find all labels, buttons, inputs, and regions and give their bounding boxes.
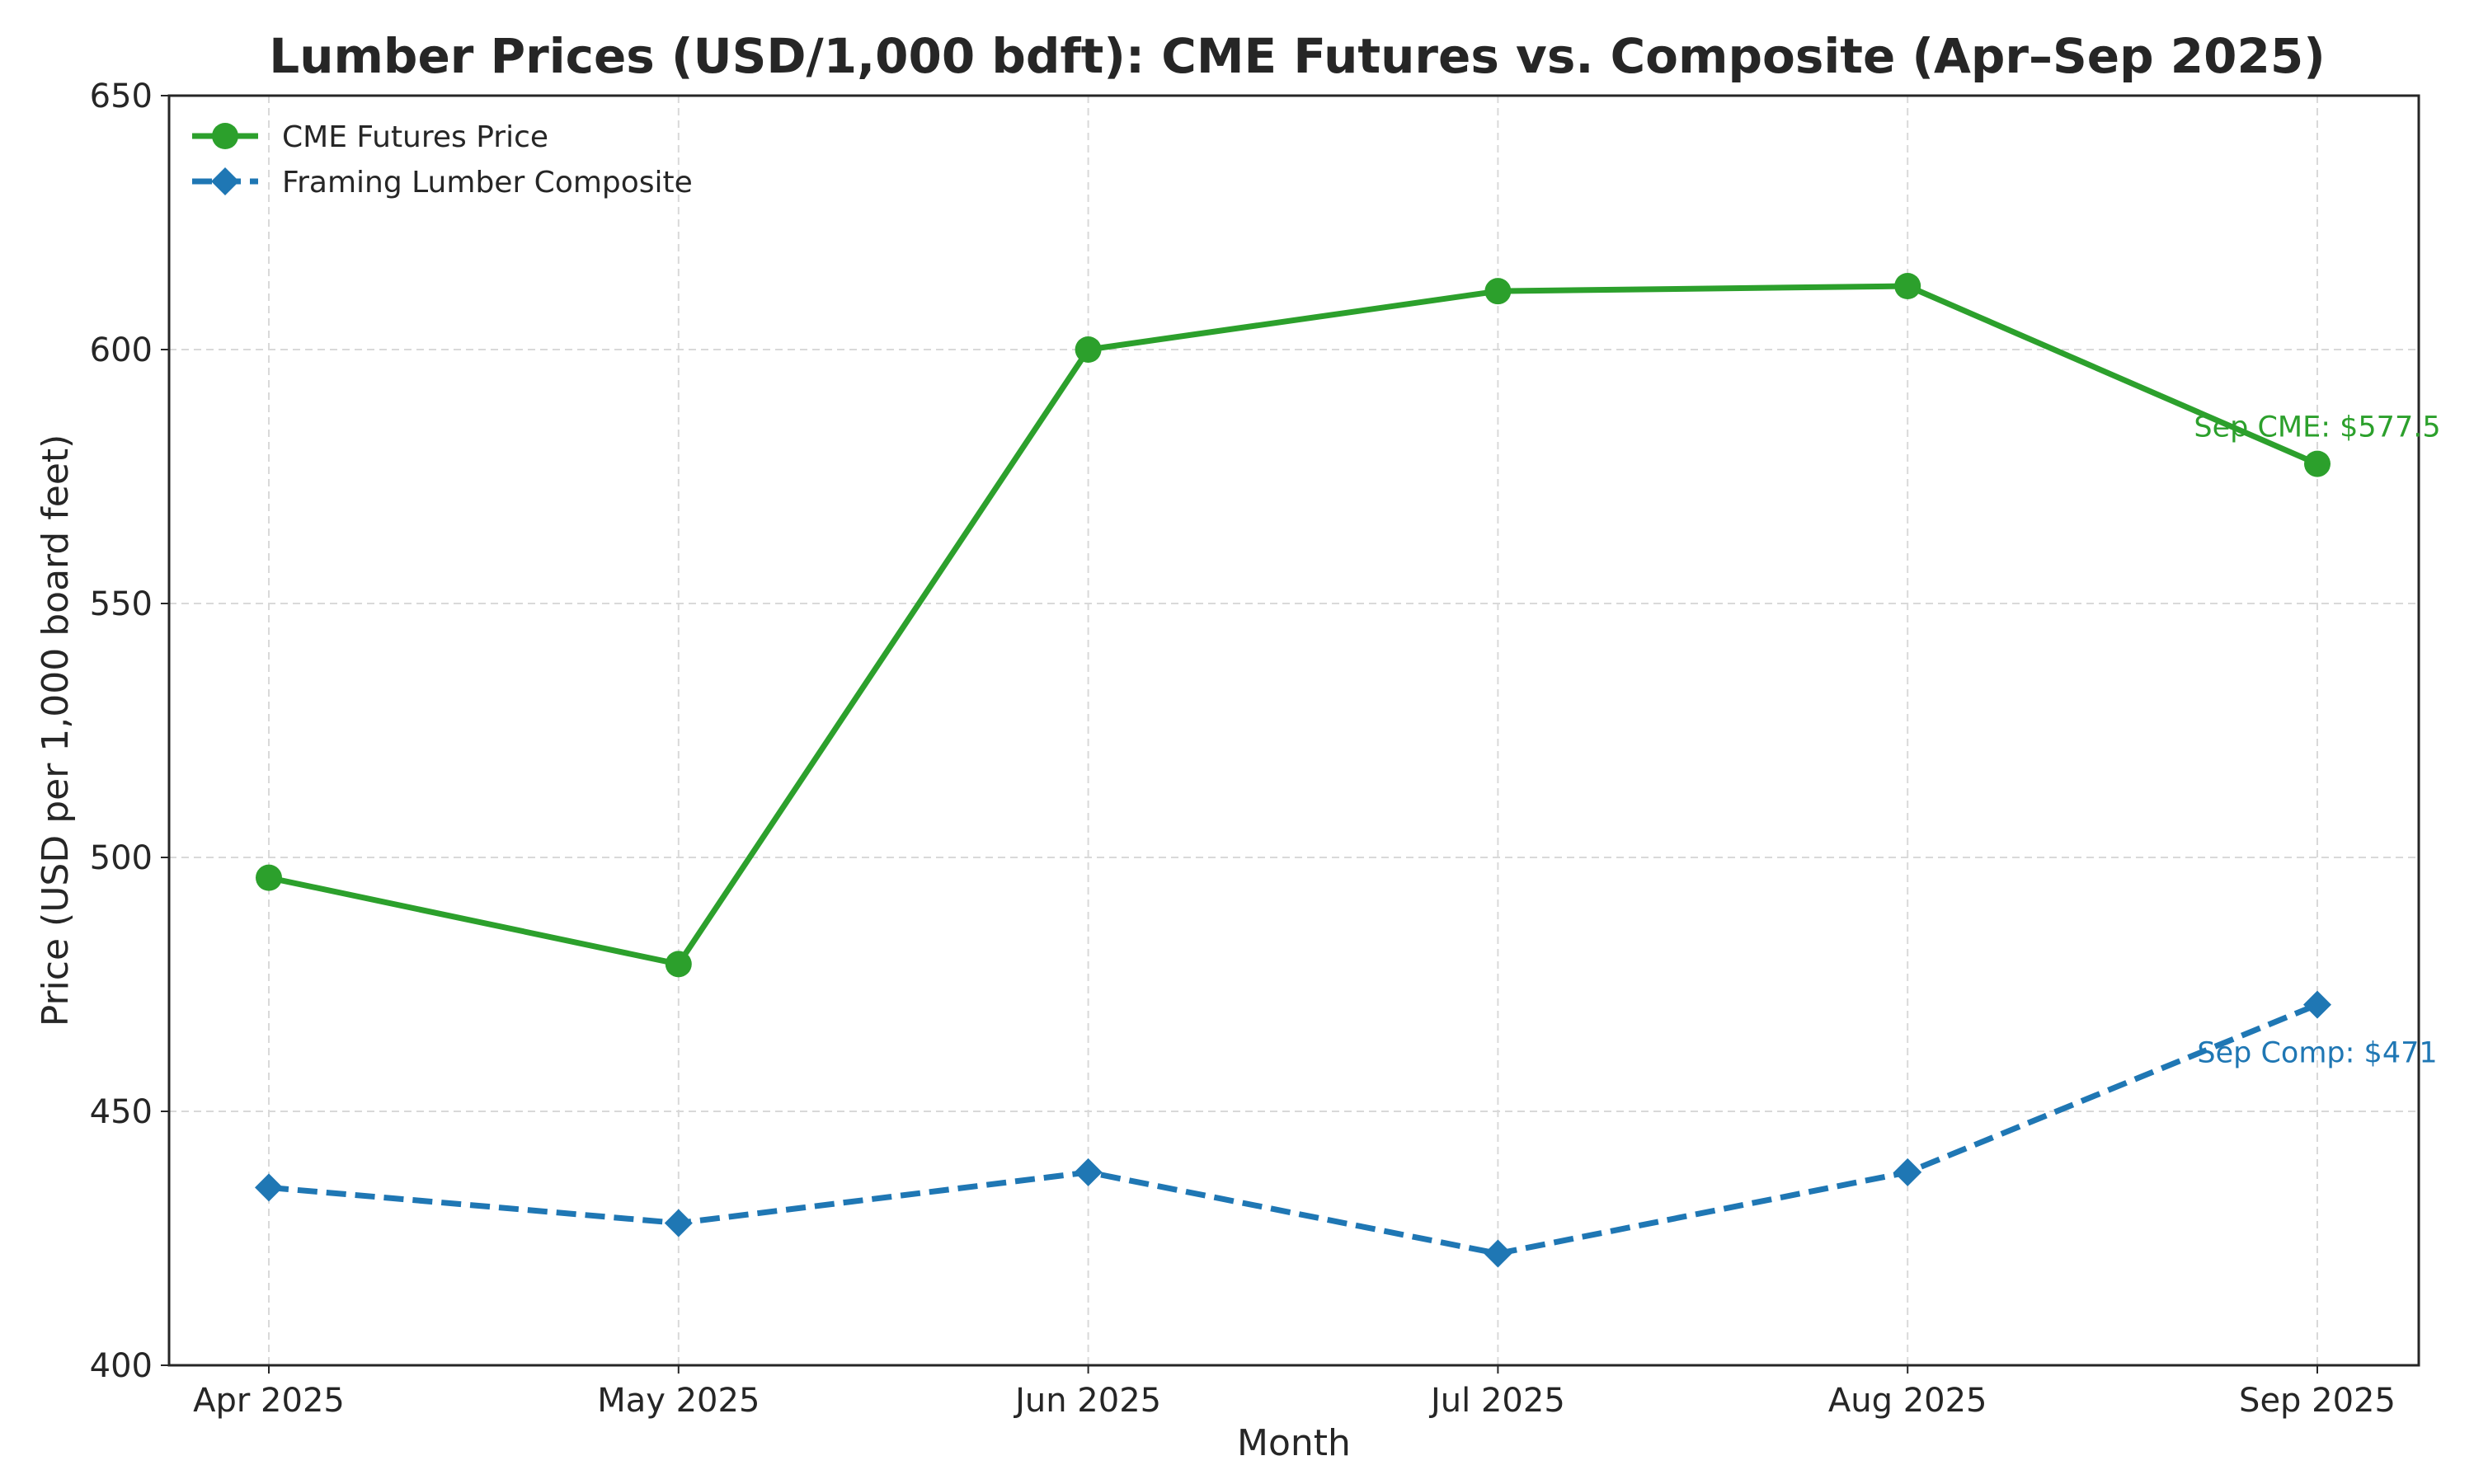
- x-tick-label: Jul 2025: [1428, 1382, 1565, 1420]
- y-tick-label: 550: [90, 585, 153, 623]
- legend-item: Framing Lumber Composite: [192, 166, 693, 200]
- legend-label: CME Futures Price: [282, 120, 548, 154]
- data-annotation: Sep CME: $577.5: [2194, 411, 2440, 444]
- series-2: [255, 990, 2331, 1268]
- y-axis-label: Price (USD per 1,000 board feet): [35, 434, 77, 1027]
- x-tick-label: Sep 2025: [2239, 1382, 2396, 1420]
- data-point: [665, 951, 692, 978]
- x-axis-label: Month: [1237, 1422, 1351, 1464]
- legend-marker: [212, 123, 238, 149]
- data-point: [1075, 336, 1102, 363]
- y-tick-label: 400: [90, 1347, 153, 1385]
- x-tick-label: Jun 2025: [1013, 1382, 1161, 1420]
- legend-label: Framing Lumber Composite: [282, 166, 693, 200]
- annotations: Sep CME: $577.5 Sep Comp: $471: [2194, 411, 2440, 1070]
- data-point: [2303, 990, 2331, 1019]
- plot-frame: [167, 94, 2420, 1367]
- y-tick-label: 500: [90, 839, 153, 877]
- data-point: [1484, 278, 1512, 305]
- data-point: [256, 864, 282, 891]
- data-annotation: Sep Comp: $471: [2197, 1037, 2437, 1070]
- x-tick-label: Aug 2025: [1828, 1382, 1987, 1420]
- data-point: [2304, 450, 2331, 477]
- legend-marker: [211, 167, 239, 195]
- x-tick-label: Apr 2025: [193, 1382, 345, 1420]
- chart-title: Lumber Prices (USD/1,000 bdft): CME Futu…: [269, 28, 2326, 84]
- legend-item: CME Futures Price: [192, 120, 548, 154]
- y-tick-label: 600: [90, 331, 153, 369]
- series-1: [256, 273, 2331, 978]
- data-point: [1074, 1158, 1103, 1186]
- series-layer: [255, 273, 2331, 1268]
- data-point: [255, 1173, 283, 1202]
- x-tick-label: May 2025: [597, 1382, 760, 1420]
- data-point: [1893, 1158, 1922, 1186]
- series-line: [268, 1002, 2319, 1256]
- y-tick-label: 450: [90, 1093, 153, 1131]
- series-line: [268, 283, 2319, 967]
- y-tick-label: 650: [90, 77, 153, 115]
- legend: CME Futures Price Framing Lumber Composit…: [192, 120, 693, 200]
- data-point: [1484, 1239, 1512, 1268]
- axis-ticks: Apr 2025 May 2025 Jun 2025 Jul 2025 Aug 2025…: [90, 77, 2396, 1420]
- data-point: [664, 1209, 693, 1237]
- gridlines: [169, 96, 2419, 1365]
- data-point: [1894, 273, 1921, 299]
